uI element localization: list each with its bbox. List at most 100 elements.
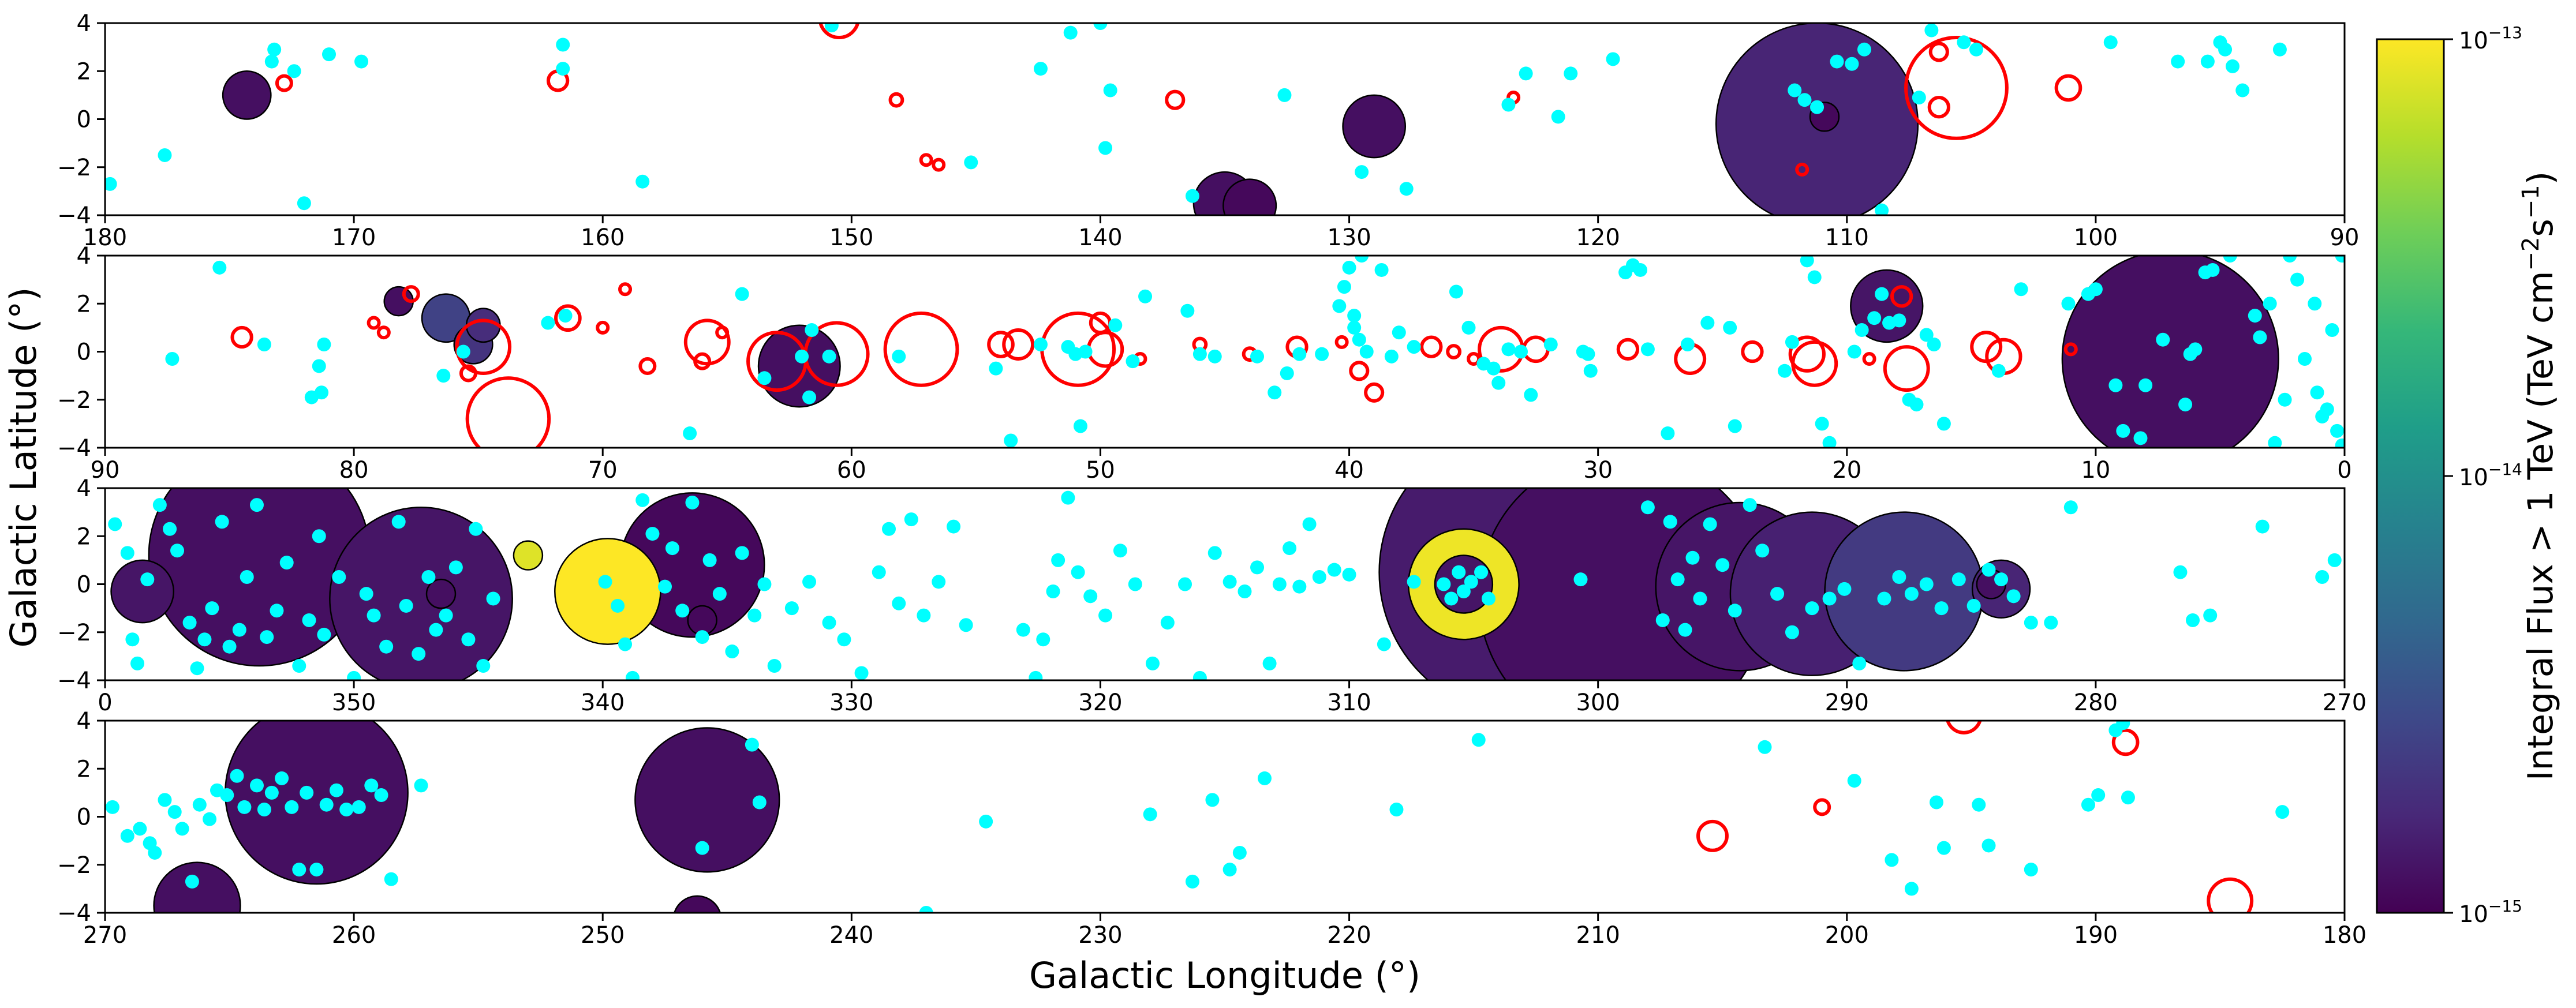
cyan-point (1847, 344, 1861, 359)
cyan-point (1237, 584, 1252, 598)
x-tick-label: 90 (2330, 224, 2360, 251)
cyan-point (317, 627, 331, 642)
cyan-point (1822, 591, 1837, 606)
cyan-point (904, 512, 918, 527)
cyan-point (989, 361, 1003, 376)
cyan-point (1670, 572, 1685, 587)
cyan-point (1924, 23, 1939, 38)
x-tick-label: 250 (581, 922, 625, 949)
cyan-point (1969, 42, 1983, 57)
cyan-point (2200, 54, 2215, 69)
y-tick-label: 2 (77, 58, 91, 85)
cyan-point (2272, 42, 2287, 57)
colorbar-label-mid: s (2521, 219, 2561, 237)
cyan-point (257, 803, 271, 817)
cyan-point (1994, 572, 2009, 587)
cyan-point (105, 800, 119, 814)
cyan-point (270, 604, 284, 618)
cyan-point (267, 42, 282, 57)
cyan-point (2205, 263, 2220, 277)
cyan-point (1857, 42, 1871, 57)
source-ring (367, 316, 381, 330)
cyan-point (1758, 740, 1772, 754)
cyan-point (461, 632, 476, 647)
cyan-point (148, 845, 162, 860)
cyan-point (1640, 342, 1655, 357)
cyan-point (1078, 344, 1093, 359)
source-disk (1342, 94, 1407, 159)
panel-3-l360-270: 0 350 340 330 320 310 300 290 280 270 −4 −2 0 2 4 (57, 475, 2366, 716)
cyan-point (1909, 398, 1924, 412)
source-ring (1522, 335, 1550, 364)
cyan-point (1583, 364, 1598, 378)
panel-1-sources (105, 23, 2287, 215)
cyan-point (264, 785, 279, 800)
cyan-point (745, 737, 759, 752)
cyan-point (979, 814, 993, 829)
cyan-point (175, 822, 189, 836)
source-disk (465, 308, 501, 343)
cyan-point (1355, 165, 1369, 179)
cyan-point (1723, 320, 1737, 335)
cyan-point (1180, 303, 1195, 318)
x-tick-label: 80 (339, 457, 369, 484)
cyan-point (339, 803, 354, 817)
cyan-point (1743, 498, 1757, 512)
cyan-point (767, 659, 782, 673)
cyan-point (170, 544, 185, 558)
cyan-point (2108, 378, 2123, 392)
source-ring (1696, 819, 1729, 852)
cyan-point (802, 575, 817, 589)
x-tick-label: 280 (2074, 690, 2118, 716)
y-tick-label: 2 (77, 291, 91, 317)
cyan-point (2121, 790, 2135, 805)
x-tick-label: 170 (332, 224, 376, 251)
source-ring (818, 23, 860, 39)
x-tick-label: 50 (1086, 457, 1115, 484)
cyan-point (1837, 582, 1852, 596)
x-tick-label: 140 (1078, 224, 1122, 251)
source-ring (888, 92, 904, 108)
cyan-point (469, 522, 483, 536)
source-ring (1616, 338, 1640, 361)
source-ring (1890, 285, 1913, 308)
y-tick-label: −4 (57, 668, 91, 694)
source-ring (1904, 35, 2009, 140)
cyan-point (421, 570, 436, 584)
cyan-point (837, 632, 851, 647)
cyan-point (1919, 577, 1934, 591)
cyan-point (2024, 616, 2038, 630)
cyan-point (212, 260, 227, 275)
cyan-point (1543, 338, 1558, 352)
cyan-point (476, 659, 491, 673)
panel-3-axes: 0 350 340 330 320 310 300 290 280 270 −4 −2 0 2 4 (57, 475, 2366, 716)
x-tick-label: 220 (1327, 922, 1371, 949)
cyan-point (2320, 402, 2334, 417)
cyan-point (1029, 670, 1043, 680)
source-ring (1883, 345, 1930, 392)
cyan-point (1389, 803, 1404, 817)
cyan-point (1847, 774, 1861, 788)
x-tick-label: 290 (1825, 690, 1869, 716)
y-tick-label: −4 (57, 900, 91, 927)
cyan-point (1392, 325, 1406, 340)
x-tick-label: 0 (98, 690, 112, 716)
cyan-point (1991, 364, 2006, 378)
source-disk (513, 540, 544, 571)
cyan-point (919, 906, 933, 913)
x-tick-label: 10 (2081, 457, 2110, 484)
cyan-point (892, 596, 906, 610)
cyan-point (297, 196, 311, 211)
source-ring (2207, 877, 2254, 913)
cyan-point (1033, 338, 1048, 352)
cyan-point (1715, 558, 1730, 572)
y-tick-label: 2 (77, 756, 91, 782)
x-tick-label: 200 (1825, 922, 1869, 949)
colorbar-tick-label: 10−13 (2459, 23, 2522, 54)
cyan-point (1292, 347, 1307, 361)
cyan-point (125, 632, 140, 647)
cyan-point (1606, 52, 1620, 66)
cyan-point (2138, 378, 2153, 392)
cyan-point (1315, 347, 1329, 361)
